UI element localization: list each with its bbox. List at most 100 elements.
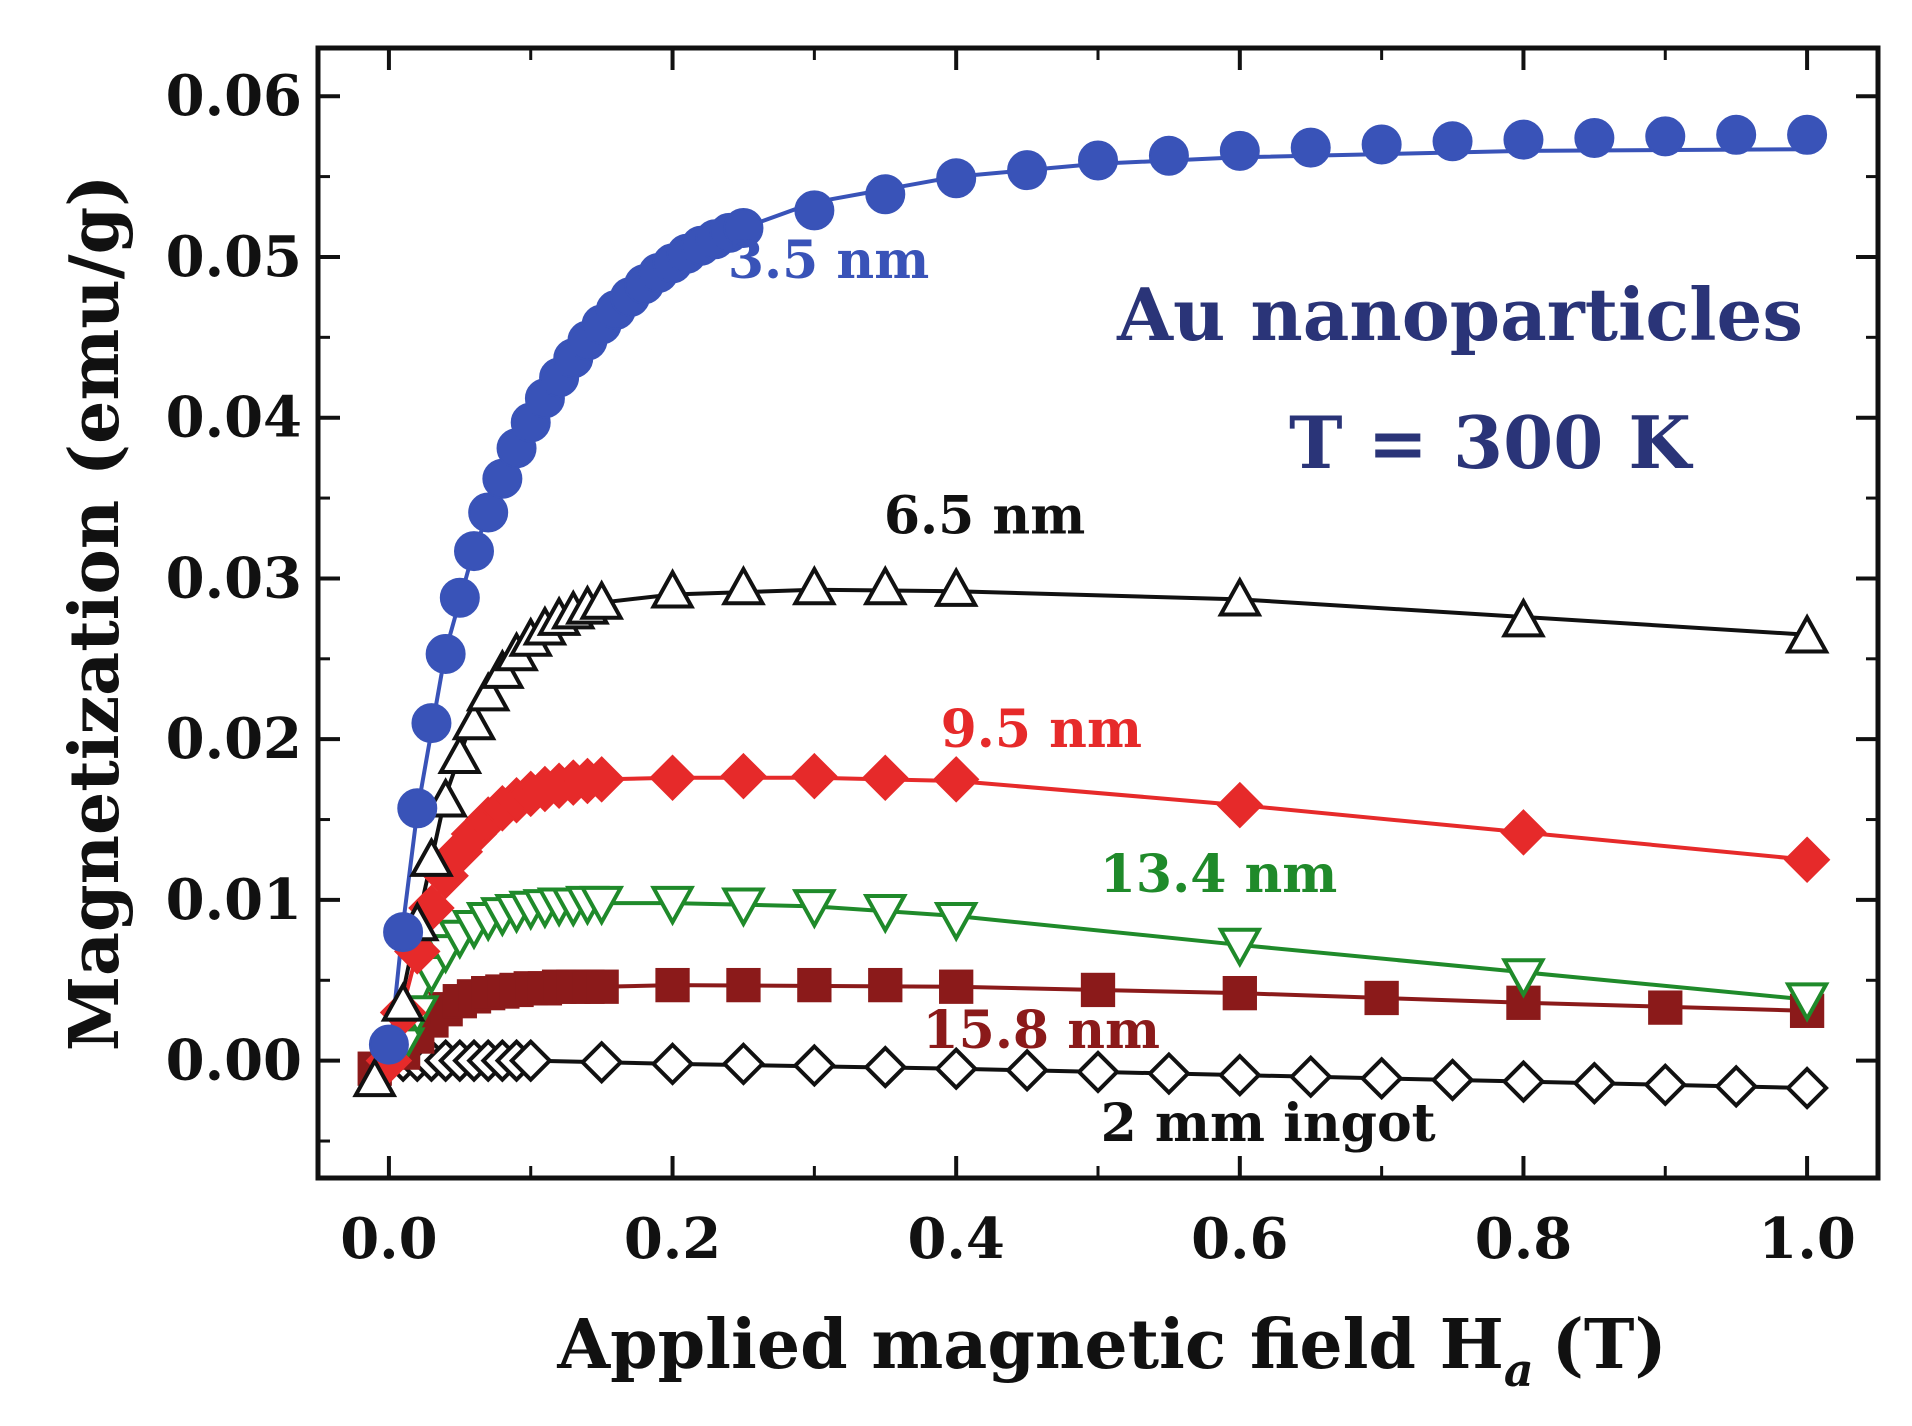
data-point-series-5 <box>1714 1064 1759 1109</box>
data-point-series-0 <box>723 208 764 249</box>
data-point-series-4 <box>868 967 903 1003</box>
series-label-0: 3.5 nm <box>728 230 929 291</box>
data-point-series-4 <box>1364 980 1399 1016</box>
data-point-series-0 <box>1574 118 1615 159</box>
data-point-series-2 <box>1216 781 1264 829</box>
y-tick-label: 0.05 <box>166 224 302 290</box>
y-tick-label: 0.01 <box>166 867 302 933</box>
x-axis-title-main: Applied magnetic field H <box>556 1305 1504 1385</box>
data-point-series-2 <box>791 752 838 800</box>
data-point-series-0 <box>368 1024 409 1065</box>
data-point-series-1 <box>1501 597 1546 638</box>
data-point-series-3 <box>721 887 766 928</box>
data-point-series-1 <box>437 733 483 775</box>
data-point-series-4 <box>655 967 690 1003</box>
data-point-series-1 <box>579 579 625 620</box>
annotation-material: Au nanoparticles <box>1116 272 1803 357</box>
x-tick-label: 0.2 <box>624 1206 721 1272</box>
data-point-series-1 <box>352 1056 398 1098</box>
data-point-series-0 <box>1787 114 1828 155</box>
data-point-series-1 <box>862 564 908 606</box>
data-point-series-0 <box>1716 114 1757 155</box>
data-point-series-2 <box>578 756 625 803</box>
data-point-series-3 <box>1217 927 1263 969</box>
y-tick-label: 0.04 <box>166 385 302 451</box>
data-point-series-1 <box>650 568 695 609</box>
data-point-series-4 <box>726 967 761 1003</box>
data-point-series-0 <box>1007 150 1048 191</box>
data-point-series-0 <box>454 531 494 572</box>
data-point-series-0 <box>411 703 452 744</box>
data-point-series-3 <box>791 889 837 930</box>
data-point-series-4 <box>1648 990 1683 1025</box>
data-point-series-1 <box>409 836 454 877</box>
data-point-series-0 <box>1432 121 1473 162</box>
data-point-series-4 <box>584 969 619 1004</box>
y-tick-label: 0.00 <box>166 1028 302 1094</box>
data-point-series-0 <box>1361 124 1402 165</box>
x-axis-title-subscript: a <box>1504 1343 1534 1397</box>
data-point-series-4 <box>797 967 832 1003</box>
data-point-series-5 <box>1430 1058 1475 1102</box>
annotation-temperature: T = 300 K <box>1289 400 1693 485</box>
data-point-series-1 <box>721 564 766 606</box>
data-point-series-1 <box>380 981 426 1022</box>
data-point-series-0 <box>1078 140 1118 181</box>
data-point-series-1 <box>791 564 837 606</box>
data-point-series-1 <box>1784 613 1830 654</box>
axis-ticks: 0.0 0.2 0.4 0.6 0.8 1.0 0.00 0.01 0.02 0.03 0.04 0.… <box>166 48 1878 1272</box>
data-point-series-2 <box>932 756 980 803</box>
data-point-series-0 <box>1503 119 1544 160</box>
data-point-series-0 <box>794 190 835 231</box>
data-markers <box>352 114 1831 1110</box>
data-point-series-5 <box>1643 1062 1688 1107</box>
data-point-series-3 <box>1501 958 1546 999</box>
data-point-series-5 <box>508 1038 553 1083</box>
x-tick-label: 0.6 <box>1191 1206 1288 1272</box>
data-point-series-2 <box>1783 836 1831 883</box>
x-axis-title-unit: (T) <box>1552 1305 1667 1385</box>
data-point-series-5 <box>1288 1054 1333 1099</box>
data-point-series-4 <box>1222 975 1257 1011</box>
data-point-series-5 <box>1359 1056 1404 1101</box>
x-tick-label: 1.0 <box>1758 1206 1855 1272</box>
data-point-series-0 <box>865 174 906 215</box>
data-point-series-3 <box>1784 982 1830 1023</box>
data-point-series-5 <box>934 1046 979 1091</box>
data-point-series-4 <box>939 969 974 1004</box>
data-point-series-5 <box>721 1042 766 1086</box>
data-point-series-0 <box>468 492 509 533</box>
data-point-series-0 <box>383 912 424 953</box>
data-point-series-3 <box>650 885 695 927</box>
data-point-series-2 <box>649 754 696 802</box>
data-point-series-3 <box>862 893 908 935</box>
data-point-series-3 <box>933 902 979 943</box>
data-point-series-5 <box>650 1042 695 1086</box>
data-point-series-5 <box>1501 1059 1546 1104</box>
series-label-3: 13.4 nm <box>1100 844 1338 905</box>
x-axis-title: Applied magnetic field Ha (T) <box>556 1305 1666 1397</box>
data-point-series-3 <box>579 885 625 927</box>
data-point-series-5 <box>863 1045 908 1089</box>
data-point-series-1 <box>451 699 497 741</box>
data-point-series-2 <box>862 754 909 802</box>
data-point-series-0 <box>425 633 466 674</box>
y-axis-title: Magnetization (emu/g) <box>55 175 135 1052</box>
data-point-series-1 <box>1217 576 1263 617</box>
series-label-2: 9.5 nm <box>941 699 1142 760</box>
data-point-series-0 <box>1290 127 1331 168</box>
data-point-series-1 <box>465 671 511 712</box>
data-point-series-5 <box>1076 1050 1120 1094</box>
data-point-series-5 <box>1005 1048 1049 1093</box>
series-label-5: 2 mm ingot <box>1101 1093 1436 1154</box>
data-point-series-2 <box>720 752 767 800</box>
series-labels: 3.5 nm 6.5 nm 9.5 nm 13.4 nm 15.8 nm 2 mm ing… <box>728 230 1436 1154</box>
data-point-series-0 <box>439 577 480 618</box>
x-tick-label: 0.8 <box>1475 1206 1572 1272</box>
data-point-series-0 <box>936 158 977 199</box>
y-tick-label: 0.03 <box>166 545 302 611</box>
data-point-series-0 <box>1645 116 1686 157</box>
data-point-series-5 <box>1147 1051 1191 1096</box>
data-point-series-2 <box>1500 809 1547 856</box>
